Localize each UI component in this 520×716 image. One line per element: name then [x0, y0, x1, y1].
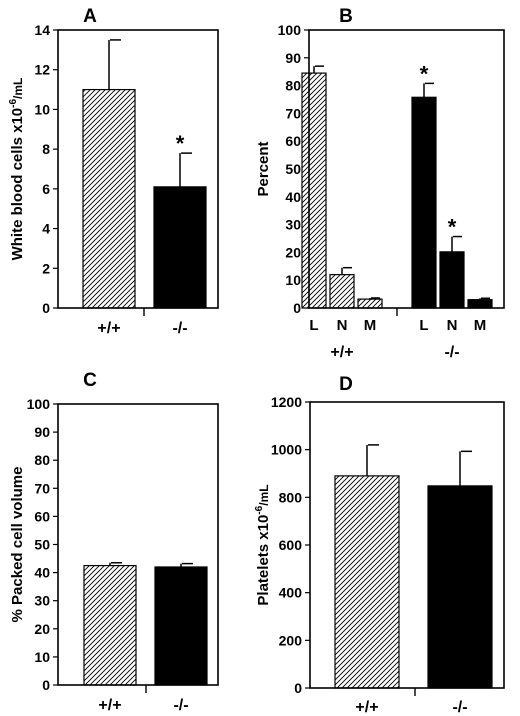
bar: [334, 475, 400, 689]
bar: [427, 485, 493, 689]
y-tick-label: 40: [285, 189, 301, 205]
plot-frame: [57, 403, 219, 686]
category-label: L: [309, 317, 318, 334]
y-axis-title: % Packed cell volume: [9, 467, 26, 623]
y-tick-label: 600: [279, 537, 303, 553]
y-tick-label: 90: [285, 50, 301, 66]
plot-frame: [57, 29, 219, 309]
y-tick-label: 2: [42, 260, 50, 276]
bar: [83, 564, 137, 686]
bar: [301, 72, 327, 309]
significance-mark: *: [176, 131, 185, 156]
bar: [329, 274, 355, 309]
category-label: M: [364, 317, 377, 334]
y-tick-label: 20: [34, 621, 50, 637]
significance-mark: *: [448, 215, 457, 240]
y-tick-label: 40: [34, 565, 50, 581]
y-tick-label: 90: [34, 424, 50, 440]
y-tick-label: 1200: [271, 394, 302, 410]
y-tick-label: 14: [34, 22, 50, 38]
y-tick-label: 60: [34, 508, 50, 524]
y-tick-label: 4: [42, 221, 50, 237]
y-tick-label: 1000: [271, 442, 302, 458]
y-tick-label: 0: [294, 680, 302, 696]
category-label: L: [419, 317, 428, 334]
panel-c: C 0 10 20 30 40 50 60 70 80 90 100 +/+ -/-: [27, 370, 219, 714]
category-label: +/+: [97, 320, 120, 337]
y-tick-label: 10: [34, 101, 50, 117]
y-axis-title: White blood cells x10-6/mL: [8, 78, 26, 261]
bar: [411, 96, 437, 309]
y-tick-label: 0: [293, 300, 301, 316]
y-tick-label: 70: [34, 480, 50, 496]
panel-letter: A: [83, 6, 97, 27]
y-tick-label: 30: [285, 217, 301, 233]
y-tick-label: 0: [42, 677, 50, 693]
category-label: -/-: [173, 697, 188, 714]
y-tick-label: 20: [285, 244, 301, 260]
y-tick-label: 30: [34, 593, 50, 609]
bar: [357, 298, 383, 309]
y-axis-title: Platelets x10-6/mL: [254, 484, 272, 605]
y-tick-label: 80: [285, 78, 301, 94]
bar: [153, 186, 207, 309]
category-label: N: [447, 317, 458, 334]
panel-letter: B: [339, 6, 353, 27]
y-tick-label: 800: [279, 489, 303, 505]
group-label: -/-: [444, 344, 459, 361]
y-tick-label: 400: [279, 585, 303, 601]
category-label: N: [337, 317, 348, 334]
panel-letter: C: [83, 370, 97, 391]
category-label: -/-: [172, 320, 187, 337]
plot-frame: [308, 29, 505, 309]
plot-frame: [309, 401, 505, 689]
y-tick-label: 10: [34, 649, 50, 665]
y-tick-label: 50: [285, 161, 301, 177]
bar: [439, 251, 465, 309]
panel-letter: D: [339, 374, 353, 395]
y-tick-label: 10: [285, 272, 301, 288]
y-tick-label: 0: [42, 300, 50, 316]
y-tick-label: 70: [285, 105, 301, 121]
category-label: -/-: [452, 699, 467, 716]
plots-layer: A 0 2 4 6 8 10 12 14 +/+ * -/- White blood cells x10…: [8, 6, 505, 716]
category-label: +/+: [98, 697, 121, 714]
y-tick-label: 60: [285, 133, 301, 149]
y-axis-title: Percent: [255, 141, 272, 196]
category-label: +/+: [355, 699, 378, 716]
significance-mark: *: [420, 61, 429, 86]
y-tick-label: 8: [42, 141, 50, 157]
y-tick-label: 50: [34, 537, 50, 553]
y-tick-label: 100: [278, 22, 302, 38]
group-label: +/+: [330, 344, 353, 361]
y-tick-label: 80: [34, 452, 50, 468]
bar: [467, 299, 493, 309]
bar: [82, 88, 136, 309]
y-tick-label: 6: [42, 181, 50, 197]
category-label: M: [474, 317, 487, 334]
y-tick-label: 12: [34, 62, 50, 78]
panel-a: A 0 2 4 6 8 10 12 14 +/+ * -/-: [34, 6, 219, 337]
y-tick-label: 200: [279, 632, 303, 648]
panel-d: D 0 200 400 600 800 1000 1200 +/+ -/-: [271, 374, 505, 716]
y-tick-label: 100: [27, 396, 51, 412]
bar: [154, 566, 208, 686]
